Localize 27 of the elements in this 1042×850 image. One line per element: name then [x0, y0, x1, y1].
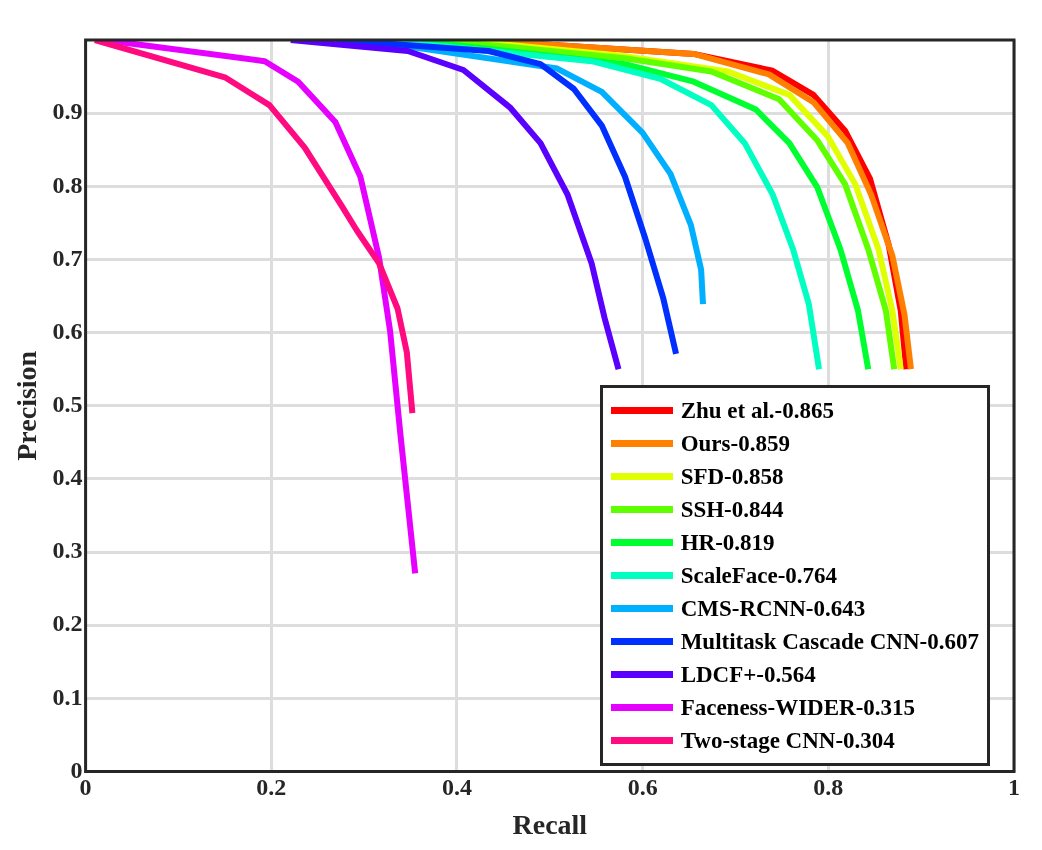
y-tick-label: 0.3 — [52, 537, 83, 564]
legend-label: Ours-0.859 — [680, 430, 790, 457]
legend-label: HR-0.819 — [680, 529, 775, 556]
y-tick-label: 0.6 — [52, 317, 83, 344]
y-tick-label: 0.9 — [52, 98, 83, 125]
legend-label: Faceness-WIDER-0.315 — [680, 694, 916, 721]
x-tick-label: 1 — [1008, 774, 1020, 801]
legend-label: SSH-0.844 — [680, 496, 784, 523]
x-tick-label: 0.4 — [441, 774, 472, 801]
legend-label: Two-stage CNN-0.304 — [680, 727, 895, 754]
legend-label: CMS-RCNN-0.643 — [680, 595, 866, 622]
y-tick-label: 0.7 — [52, 244, 83, 271]
y-tick-label: 0.2 — [52, 610, 83, 637]
x-axis-title: Recall — [512, 809, 588, 841]
x-tick-label: 0.2 — [256, 774, 287, 801]
legend-label: SFD-0.858 — [680, 463, 784, 490]
x-tick-label: 0.6 — [627, 774, 658, 801]
y-axis-title: Precision — [11, 350, 43, 461]
y-tick-label: 0.4 — [52, 464, 83, 491]
legend-label: Zhu et al.-0.865 — [680, 397, 834, 424]
y-tick-label: 0.8 — [52, 171, 83, 198]
legend-label: LDCF+-0.564 — [680, 661, 816, 688]
legend-label: Multitask Cascade CNN-0.607 — [680, 628, 979, 655]
y-tick-label: 0.1 — [52, 683, 83, 710]
y-tick-label: 0.5 — [52, 391, 83, 417]
legend-label: ScaleFace-0.764 — [680, 562, 838, 589]
x-tick-label: 0.8 — [813, 774, 844, 801]
